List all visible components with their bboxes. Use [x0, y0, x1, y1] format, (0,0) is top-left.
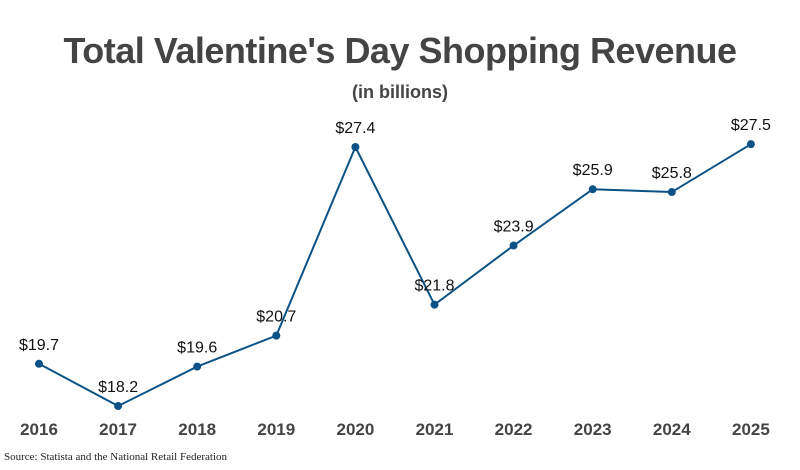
x-axis-tick-label: 2016	[20, 420, 58, 439]
data-label: $19.6	[177, 340, 217, 357]
chart-subtitle: (in billions)	[352, 82, 448, 102]
data-point[interactable]	[667, 188, 676, 197]
data-point[interactable]	[193, 362, 202, 371]
data-label: $21.8	[414, 278, 454, 295]
data-label: $25.9	[573, 162, 613, 179]
data-point[interactable]	[114, 402, 123, 410]
x-axis-tick-label: 2022	[495, 420, 533, 439]
chart-title: Total Valentine's Day Shopping Revenue	[63, 30, 737, 71]
data-point[interactable]	[35, 359, 43, 368]
data-point[interactable]	[351, 143, 360, 151]
x-axis-tick-label: 2024	[653, 420, 691, 439]
x-axis-tick-label: 2021	[416, 420, 454, 439]
data-label: $18.2	[98, 379, 138, 396]
revenue-line	[38, 143, 752, 408]
data-point[interactable]	[430, 300, 439, 309]
x-axis-tick-label: 2020	[336, 420, 374, 439]
source-note: Source: Statista and the National Retail…	[4, 451, 227, 463]
data-label: $27.4	[335, 120, 375, 137]
data-point[interactable]	[509, 241, 518, 250]
x-axis-tick-label: 2018	[178, 420, 216, 439]
data-label: $20.7	[256, 309, 296, 326]
data-point[interactable]	[588, 185, 597, 194]
data-label: $23.9	[494, 219, 534, 236]
data-label: $27.5	[731, 117, 771, 134]
data-point[interactable]	[272, 331, 281, 340]
data-point[interactable]	[746, 140, 755, 149]
x-axis-tick-label: 2019	[257, 420, 295, 439]
x-axis-tick-label: 2023	[574, 420, 612, 439]
x-axis-tick-label: 2025	[732, 420, 770, 439]
x-axis-tick-label: 2017	[99, 420, 137, 439]
data-label: $19.7	[19, 337, 59, 354]
data-label: $25.8	[652, 165, 692, 182]
